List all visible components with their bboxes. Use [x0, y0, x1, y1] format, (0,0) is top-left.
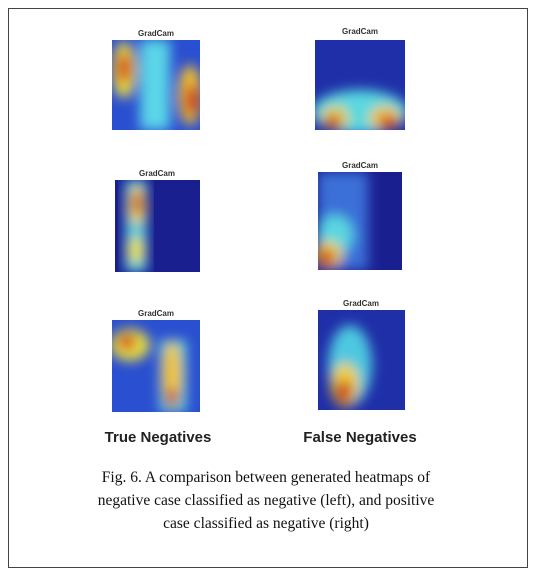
heatmap-label: GradCam: [138, 309, 174, 318]
heatmap: [112, 40, 200, 130]
heatmap: [112, 320, 200, 412]
heatmap-label: GradCam: [139, 169, 175, 178]
heatmap-label: GradCam: [138, 29, 174, 38]
heatmap: [318, 310, 405, 410]
frame: [8, 8, 528, 568]
heatmap-label: GradCam: [342, 161, 378, 170]
caption-line: negative case classified as negative (le…: [98, 492, 435, 509]
column-label: False Negatives: [303, 429, 416, 446]
heatmap: [315, 40, 405, 130]
heatmap: [318, 172, 402, 270]
column-label: True Negatives: [105, 429, 212, 446]
heatmap: [115, 180, 200, 272]
heatmap-label: GradCam: [343, 299, 379, 308]
caption-line: case classified as negative (right): [163, 515, 369, 532]
caption-line: Fig. 6. A comparison between generated h…: [102, 469, 431, 486]
heatmap-label: GradCam: [342, 27, 378, 36]
